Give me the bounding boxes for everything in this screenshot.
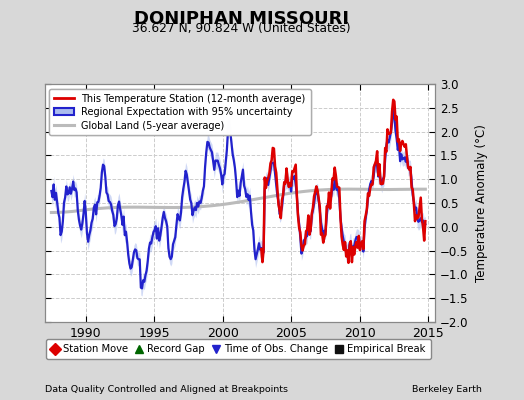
Y-axis label: Temperature Anomaly (°C): Temperature Anomaly (°C) [475, 124, 488, 282]
Text: 36.627 N, 90.824 W (United States): 36.627 N, 90.824 W (United States) [132, 22, 351, 35]
Legend: This Temperature Station (12-month average), Regional Expectation with 95% uncer: This Temperature Station (12-month avera… [49, 89, 311, 135]
Text: Data Quality Controlled and Aligned at Breakpoints: Data Quality Controlled and Aligned at B… [45, 385, 288, 394]
Legend: Station Move, Record Gap, Time of Obs. Change, Empirical Break: Station Move, Record Gap, Time of Obs. C… [46, 339, 431, 359]
Text: DONIPHAN MISSOURI: DONIPHAN MISSOURI [134, 10, 348, 28]
Text: Berkeley Earth: Berkeley Earth [412, 385, 482, 394]
